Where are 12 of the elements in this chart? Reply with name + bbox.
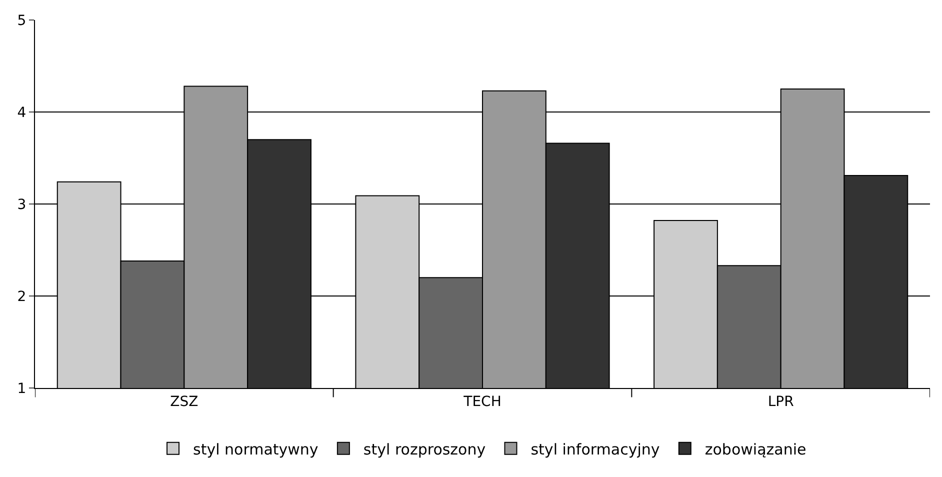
legend-label: styl rozproszony [363,440,486,458]
x-tick-label: ZSZ [170,394,198,410]
y-tick-label: 2 [17,288,26,305]
x-tick-label: LPR [768,394,794,410]
legend-label: zobowiązanie [704,440,806,458]
legend-label: styl normatywny [193,440,318,458]
x-tick-label: TECH [462,394,502,410]
y-tick-label: 5 [17,12,26,29]
y-tick-label: 1 [17,380,26,397]
y-tick-label: 3 [17,196,26,213]
y-tick-label: 4 [17,104,26,121]
legend-label: styl informacyjny [530,440,660,458]
